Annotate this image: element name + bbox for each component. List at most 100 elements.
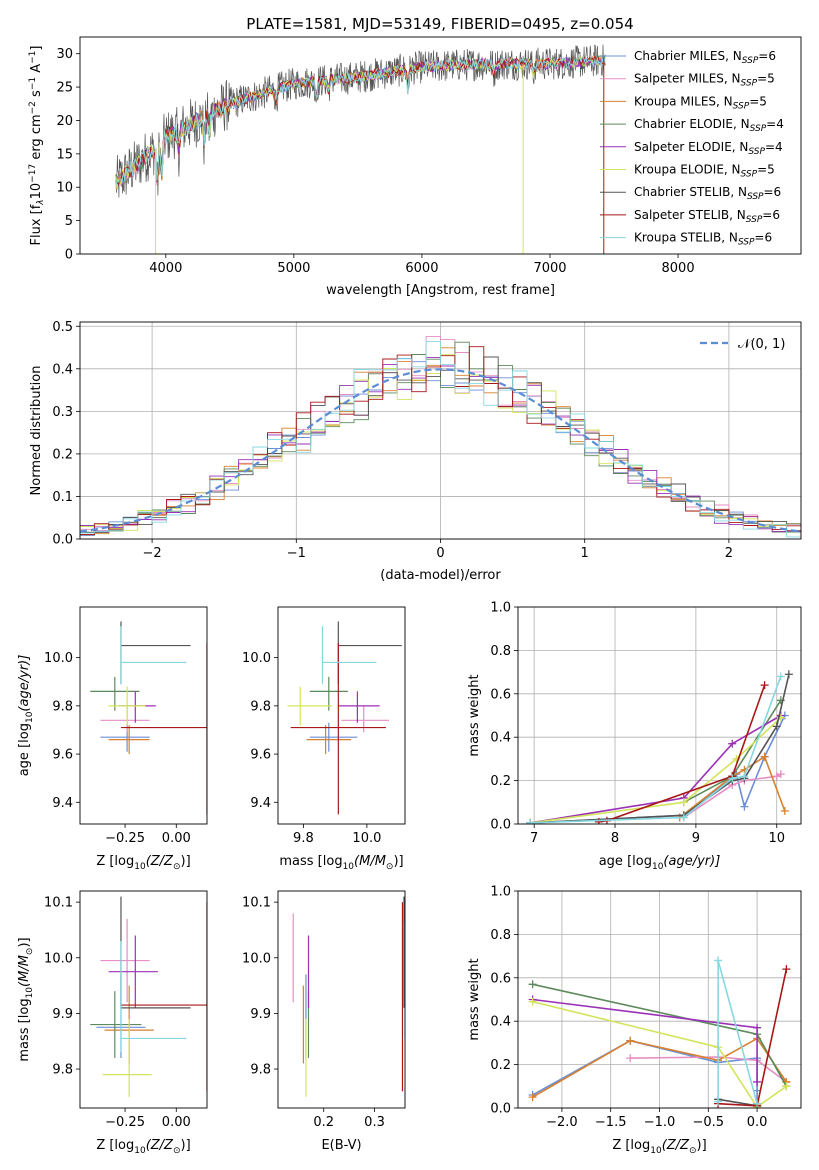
legend-entry: Kroupa ELODIE, NSSP=5 [634,163,775,180]
y-tick-label: 9.6 [250,748,271,763]
data-point-marker [728,774,737,783]
y-tick-label: 0.2 [52,447,73,462]
x-tick-label: 0.0 [747,1115,768,1130]
y-tick-label: 0.2 [490,774,511,789]
plot-area-residuals [80,335,801,539]
legend-entry: Kroupa STELIB, NSSP=6 [634,231,772,248]
x-axis-label: Z [log10(Z/Z⊙)] [612,1138,706,1156]
x-axis-label: wavelength [Angstrom, rest frame] [326,283,555,298]
spectrum-line-chabrier-elodie [115,55,606,183]
axes-mass_vs_ebv: 0.2 0.3 9.8 9.9 10.0 10.1 E(B-V) [242,890,406,1153]
x-tick-label: 4000 [149,261,182,276]
y-tick-label: 25 [56,81,73,96]
y-tick-label: 30 [56,47,73,62]
data-point-marker [528,1093,537,1102]
data-point-marker [714,956,723,965]
plot-area-mass_weight_vs_age [526,670,793,824]
series-line-kroupa-elodie [532,1000,787,1108]
legend-entry: Chabrier ELODIE, NSSP=4 [634,117,784,134]
y-tick-label: 9.8 [250,699,271,714]
x-tick-label: −1 [287,546,306,561]
data-point-marker [626,1054,635,1063]
x-tick-label: 5000 [277,261,310,276]
x-tick-label: 9 [692,831,700,846]
y-tick-label: 9.9 [250,1007,271,1022]
axes-frame [517,606,802,825]
y-tick-label: 10.0 [44,651,73,666]
data-point-marker [594,817,603,824]
data-point-marker [772,722,781,731]
x-tick-label: −0.25 [105,1115,145,1130]
axes-age_vs_Z: −0.25 0.00 9.4 9.6 9.8 10.0 Z [log10(Z/Z⊙)] age… [17,606,208,872]
figure-title: PLATE=1581, MJD=53149, FIBERID=0495, z=0… [246,15,633,33]
y-tick-label: 9.4 [52,796,73,811]
y-tick-label: 0.8 [490,928,511,943]
y-tick-label: 0.4 [52,362,73,377]
x-tick-label: −1.5 [595,1115,627,1130]
legend-entry: Chabrier STELIB, NSSP=6 [634,185,781,202]
legend-entry: Salpeter ELODIE, NSSP=4 [634,140,783,157]
x-axis-label: (data-model)/error [380,568,501,583]
x-tick-label: 1 [581,546,589,561]
gaussian-curve [80,368,801,533]
axes-mass_vs_Z: −0.25 0.00 9.8 9.9 10.0 10.1 Z [log10(Z/Z⊙)] ma… [17,890,208,1156]
x-tick-label: 2 [725,546,733,561]
y-tick-label: 9.9 [52,1007,73,1022]
y-tick-label: 10.1 [242,896,271,911]
data-point-marker [760,752,769,761]
plot-area-age_vs_Z [90,621,207,815]
data-point-marker [728,739,737,748]
y-axis-label: age [log10(age/yr)] [17,655,35,777]
y-tick-label: 1.0 [490,601,511,616]
y-tick-label: 0.0 [52,533,73,548]
y-axis-label: Flux [fλ10−17 erg cm−2 s−1 A−1] [28,46,46,246]
y-tick-label: 0.6 [490,687,511,702]
x-tick-label: 7000 [533,261,566,276]
data-point-marker [780,806,789,815]
legend-entry: 𝒩(0, 1) [738,337,785,352]
x-tick-label: −0.5 [693,1115,725,1130]
y-tick-label: 9.8 [250,1063,271,1078]
x-tick-label: 6000 [405,261,438,276]
y-tick-label: 0.6 [490,971,511,986]
data-point-marker [782,965,791,974]
x-tick-label: 10 [768,831,785,846]
series-line-salpeter-elodie [529,714,782,824]
x-tick-label: 10.0 [352,831,381,846]
axes-frame [517,890,802,1109]
y-tick-label: 0.1 [52,490,73,505]
series-line-kroupa-stelib [717,960,758,1104]
y-tick-label: 5 [65,214,73,229]
y-tick-label: 9.8 [52,699,73,714]
y-tick-label: 10.0 [242,951,271,966]
y-tick-label: 0.4 [490,731,511,746]
y-tick-label: 10.0 [44,951,73,966]
data-point-marker [784,670,793,679]
axes-frame [79,321,802,540]
data-point-marker [679,798,688,807]
x-tick-label: 0.3 [364,1115,385,1130]
series-line-salpeter-stelib [598,684,766,823]
plot-area-mass_weight_vs_Z [528,956,791,1108]
series-line-salpeter-miles [630,1056,787,1083]
axes-frame [277,890,406,1109]
axes-frame [79,36,802,255]
axes-mass_weight_vs_age: 7 8 9 10 0.0 0.2 0.4 0.6 0.8 1.0 age [log10(age/yr… [467,601,802,872]
y-tick-label: 9.6 [52,748,73,763]
legend-entry: Salpeter MILES, NSSP=5 [634,72,775,89]
series-line-salpeter-elodie [532,998,758,1082]
x-tick-label: 9.8 [293,831,314,846]
data-point-marker [753,1099,762,1108]
y-tick-label: 10.1 [44,896,73,911]
y-axis-label: Normed distribution [29,366,44,496]
y-axis-label: mass weight [467,674,482,756]
data-point-marker [782,1082,791,1091]
series-line-chabrier-miles [532,1039,758,1107]
y-tick-label: 9.8 [52,1063,73,1078]
y-tick-label: 0.0 [490,818,511,833]
data-point-marker [740,802,749,811]
x-tick-label: 8000 [662,261,695,276]
axes-frame [277,606,406,825]
x-axis-label: mass [log10(M/M⊙)] [279,854,403,872]
x-tick-label: −0.25 [105,831,145,846]
